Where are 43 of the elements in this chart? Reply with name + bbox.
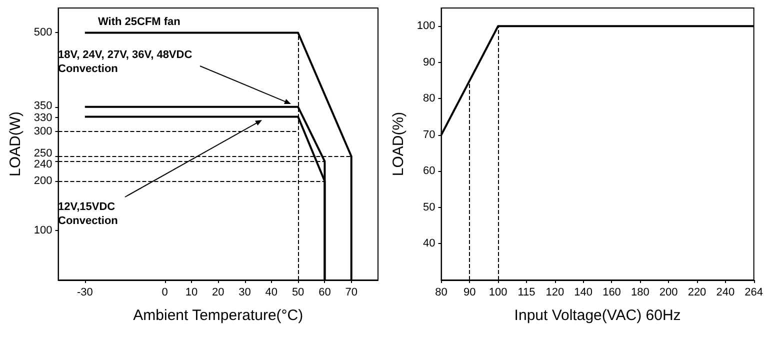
x-tick-label: 200 xyxy=(659,286,678,298)
x-tick-label: 120 xyxy=(546,286,564,298)
y-tick-label: 240 xyxy=(34,158,52,170)
x-axis-title: Input Voltage(VAC) 60Hz xyxy=(514,307,681,324)
x-tick-label: 100 xyxy=(488,286,508,298)
y-tick-label: 200 xyxy=(34,175,52,188)
annotation: 12V,15VDC Convection xyxy=(58,201,118,227)
y-tick-label: 70 xyxy=(423,128,436,141)
x-tick-label: -30 xyxy=(76,286,93,298)
x-tick-label: 70 xyxy=(345,286,358,298)
x-tick-label: 160 xyxy=(602,286,621,298)
y-tick-label: 40 xyxy=(423,238,436,250)
y-tick-label: 500 xyxy=(34,26,52,39)
x-tick-label: 140 xyxy=(574,286,593,298)
x-tick-label: 80 xyxy=(435,286,448,298)
y-axis-title: LOAD(W) xyxy=(7,112,24,176)
x-tick-label: 50 xyxy=(292,286,304,298)
x-tick-label: 240 xyxy=(716,286,735,298)
y-axis-title: LOAD(%) xyxy=(390,112,407,176)
y-tick-label: 300 xyxy=(34,126,52,138)
y-tick-label: 250 xyxy=(34,147,52,160)
y-tick-label: 100 xyxy=(34,224,52,237)
x-tick-label: 20 xyxy=(212,286,224,298)
x-tick-label: 10 xyxy=(185,286,198,298)
y-tick-label: 330 xyxy=(34,112,52,124)
y-tick-label: 50 xyxy=(423,201,436,214)
x-tick-label: 180 xyxy=(630,286,650,298)
x-tick-label: 220 xyxy=(688,286,706,298)
y-tick-label: 60 xyxy=(423,165,436,178)
x-tick-label: 60 xyxy=(318,286,331,298)
y-tick-label: 80 xyxy=(423,92,436,105)
x-tick-label: 115 xyxy=(518,286,536,298)
x-tick-label: 264 xyxy=(744,286,764,298)
x-tick-label: 40 xyxy=(265,286,278,298)
y-tick-label: 100 xyxy=(416,20,436,32)
y-tick-label: 350 xyxy=(34,100,52,112)
x-tick-label: 30 xyxy=(238,286,251,298)
x-tick-label: 90 xyxy=(464,286,476,298)
annotation: With 25CFM fan xyxy=(98,16,181,28)
x-axis-title: Ambient Temperature(°C) xyxy=(133,307,304,324)
x-tick-label: 0 xyxy=(162,286,168,298)
y-tick-label: 90 xyxy=(423,56,436,68)
annotation: 18V, 24V, 27V, 36V, 48VDC Convection xyxy=(58,49,196,75)
